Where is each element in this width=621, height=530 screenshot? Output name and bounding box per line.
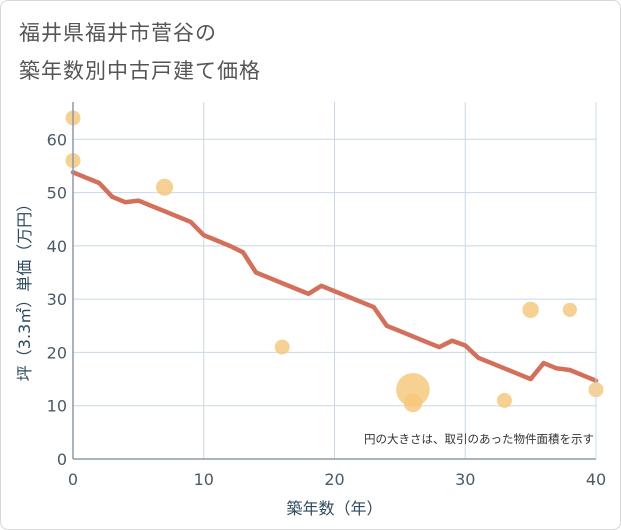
y-tick-label: 20 [47,343,67,362]
y-tick-label: 50 [47,184,67,203]
y-axis-label: 坪（3.3㎡）単価（万円） [15,196,34,381]
axes: 0 10 20 30 40 0 10 20 30 40 50 60 [47,102,606,489]
grid [73,102,597,459]
x-tick-label: 40 [586,470,606,489]
y-tick-label: 60 [47,130,67,149]
scatter-point [274,339,290,355]
size-legend-note: 円の大きさは、取引のあった物件面積を示す [364,432,594,446]
scatter-point [562,302,577,317]
scatter-points [65,110,604,413]
trend-line [70,170,599,383]
y-tick-label: 30 [47,290,67,309]
x-tick-label: 0 [68,470,78,489]
scatter-point [396,372,430,407]
x-tick-label: 20 [324,470,344,489]
chart-title-line2: 築年数別中古戸建て価格 [19,59,261,83]
x-tick-label: 30 [455,470,475,489]
scatter-point [522,301,539,319]
y-tick-label: 40 [47,237,67,256]
x-axis-label: 築年数（年） [286,499,382,518]
scatter-point [155,178,174,196]
chart-title-line1: 福井県福井市菅谷の [19,21,217,45]
scatter-point [496,392,512,408]
scatter-point [403,393,423,413]
y-tick-label: 0 [57,450,67,469]
x-tick-label: 10 [194,470,214,489]
trend-line-group [70,170,599,383]
y-tick-label: 10 [47,397,67,416]
